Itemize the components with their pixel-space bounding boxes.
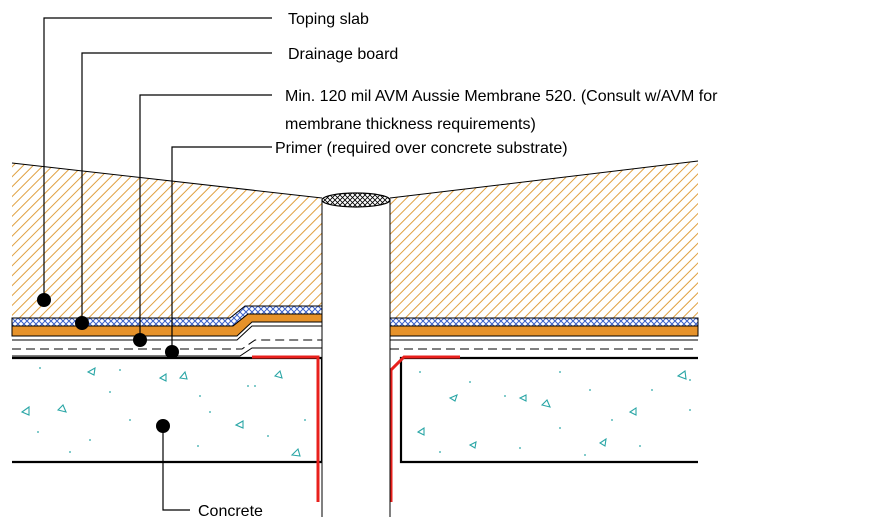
callout-dot-drainage	[75, 316, 89, 330]
concrete-slab-right	[399, 356, 698, 464]
label-primer: Primer (required over concrete substrate…	[275, 140, 568, 157]
callout-dot-concrete	[156, 419, 170, 433]
label-concrete: Concrete	[198, 503, 263, 517]
topping-slab-left	[12, 163, 322, 322]
leader-primer	[171, 146, 272, 352]
concrete-speckles	[37, 367, 691, 456]
leader-topping	[43, 17, 272, 298]
membrane-right	[389, 325, 699, 337]
callout-dot-membrane	[133, 333, 147, 347]
label-drainage-board: Drainage board	[288, 46, 398, 63]
flashing-right	[389, 355, 460, 502]
pipe-top	[321, 192, 391, 208]
callout-dot-topping	[37, 293, 51, 307]
callout-dot-primer	[165, 345, 179, 359]
concrete-aggregate	[20, 366, 687, 457]
primer-left	[12, 339, 322, 350]
flashing-left	[252, 355, 320, 502]
drainage-board-right	[389, 317, 699, 327]
topping-slab-right	[390, 161, 698, 322]
leader-concrete	[162, 426, 190, 511]
label-membrane-line1: Min. 120 mil AVM Aussie Membrane 520. (C…	[285, 88, 718, 105]
pipe-body	[322, 200, 390, 517]
label-membrane-line2: membrane thickness requirements)	[285, 116, 536, 133]
leader-drainage	[81, 52, 272, 322]
label-topping-slab: Toping slab	[288, 11, 369, 28]
leader-membrane	[139, 94, 272, 340]
